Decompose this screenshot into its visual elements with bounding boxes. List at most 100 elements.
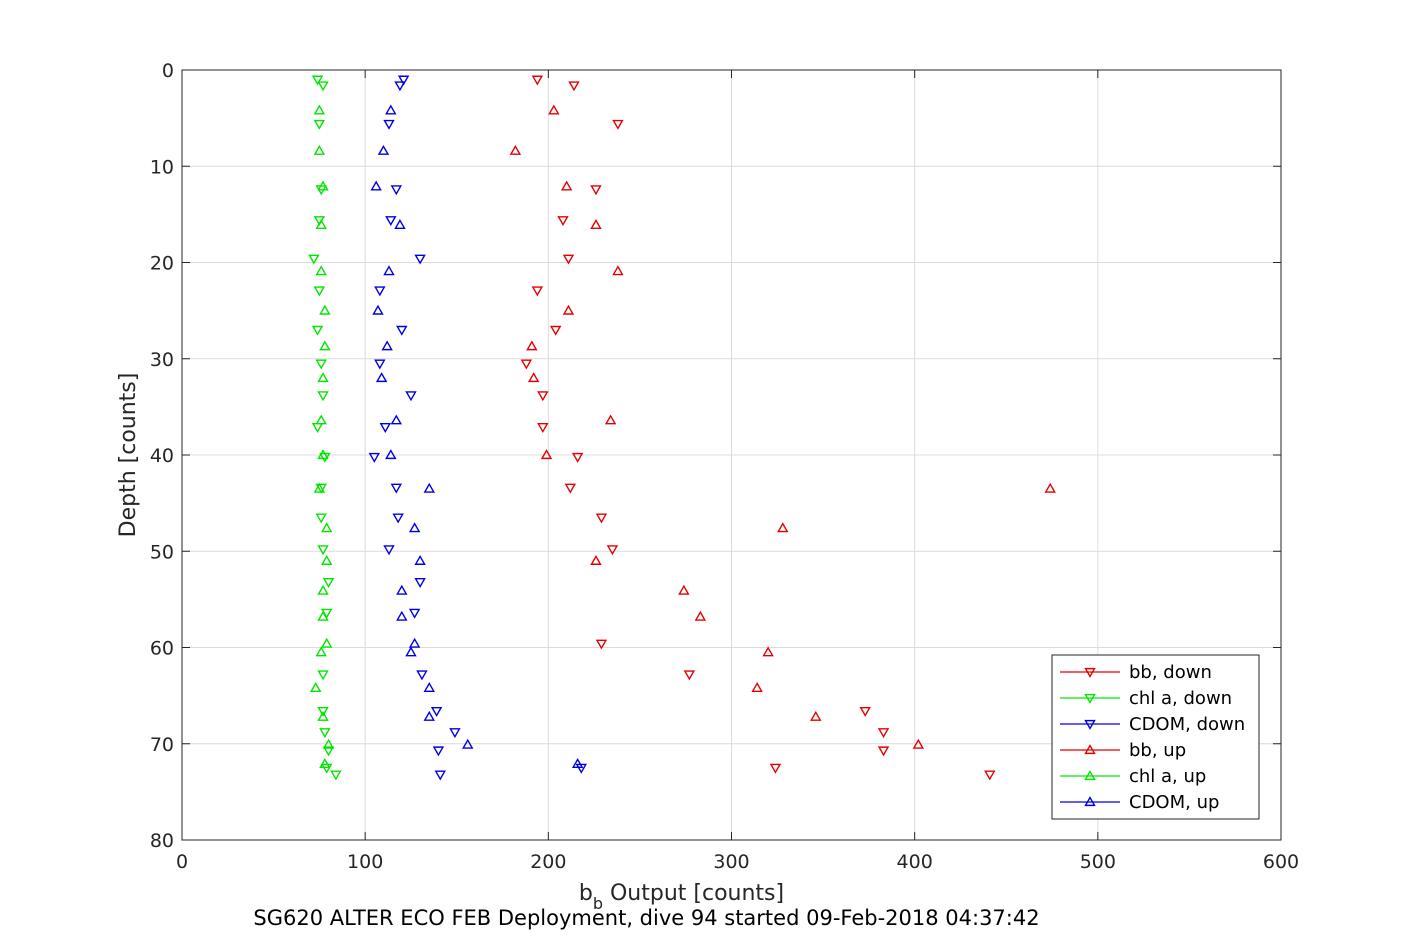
- legend-marker: [1084, 693, 1096, 704]
- down-point-marker: [606, 545, 619, 556]
- up-point-marker: [509, 144, 522, 155]
- down-point-marker: [315, 483, 327, 494]
- down-point-marker: [416, 670, 428, 681]
- legend-entry-label: chl a, down: [1129, 688, 1232, 709]
- y-tick-label: 50: [150, 541, 174, 563]
- down-point-marker: [317, 81, 329, 92]
- legend-entry-label: bb, down: [1129, 662, 1212, 683]
- down-point-marker: [308, 254, 320, 265]
- series-2: [368, 75, 588, 781]
- down-point-marker: [383, 545, 395, 556]
- up-point-marker: [313, 482, 326, 493]
- legend-entry-label: bb, up: [1129, 740, 1186, 761]
- down-point-marker: [769, 763, 782, 774]
- up-point-marker: [462, 738, 474, 749]
- up-point-marker: [385, 449, 397, 460]
- x-tick-label: 600: [1263, 851, 1299, 873]
- up-point-marker: [315, 265, 327, 276]
- up-point-marker: [310, 682, 322, 692]
- up-point-marker: [405, 646, 417, 657]
- down-point-marker: [877, 746, 890, 757]
- down-point-marker: [549, 325, 562, 336]
- down-point-marker: [394, 81, 406, 92]
- down-point-marker: [432, 746, 445, 757]
- up-point-marker: [319, 304, 331, 315]
- down-point-marker: [414, 254, 426, 265]
- up-point-marker: [694, 610, 707, 621]
- up-point-marker: [394, 219, 406, 230]
- down-point-marker: [571, 452, 584, 463]
- down-point-marker: [405, 391, 417, 402]
- down-point-marker: [374, 359, 386, 370]
- up-point-marker: [372, 304, 384, 315]
- up-point-marker: [526, 340, 538, 351]
- down-point-marker: [322, 746, 335, 757]
- down-point-marker: [590, 185, 602, 196]
- down-point-marker: [557, 216, 569, 227]
- legend-marker: [1084, 770, 1096, 781]
- up-point-marker: [317, 610, 329, 621]
- x-tick-label: 300: [713, 851, 749, 873]
- down-point-marker: [531, 75, 544, 86]
- series-3: [509, 104, 1056, 749]
- down-point-marker: [397, 75, 410, 86]
- up-point-marker: [527, 372, 540, 383]
- down-point-marker: [317, 391, 329, 402]
- legend-marker: [1084, 667, 1096, 678]
- down-point-marker: [537, 423, 549, 433]
- up-point-marker: [540, 449, 553, 460]
- down-point-marker: [320, 763, 333, 774]
- up-point-marker: [810, 710, 822, 721]
- legend-entry-label: chl a, up: [1129, 766, 1206, 787]
- up-point-marker: [408, 522, 421, 533]
- x-tick-label: 500: [1080, 851, 1116, 873]
- up-point-marker: [396, 610, 408, 621]
- down-point-marker: [315, 513, 327, 524]
- up-point-marker: [317, 710, 329, 721]
- down-point-marker: [984, 770, 996, 781]
- down-point-marker: [531, 286, 544, 297]
- series-0: [520, 75, 996, 781]
- series-5: [370, 104, 584, 769]
- down-point-marker: [313, 119, 326, 130]
- up-point-marker: [315, 219, 327, 230]
- down-point-marker: [877, 728, 890, 739]
- legend: bb, down chl a, down CDOM, down bb, up chl a…: [1051, 654, 1260, 820]
- down-point-marker: [449, 728, 461, 739]
- up-point-marker: [317, 584, 329, 595]
- up-point-marker: [590, 554, 602, 565]
- x-tick-label: 200: [530, 851, 566, 873]
- up-point-marker: [762, 646, 774, 657]
- down-point-marker: [379, 423, 392, 433]
- legend-marker: [1084, 796, 1096, 807]
- down-point-marker: [564, 483, 577, 494]
- down-point-marker: [317, 670, 329, 681]
- up-point-marker: [319, 758, 331, 769]
- up-point-marker: [548, 104, 560, 115]
- down-point-marker: [520, 359, 533, 370]
- up-point-marker: [414, 554, 426, 565]
- up-point-marker: [375, 372, 388, 383]
- down-point-marker: [315, 359, 327, 370]
- y-tick-label: 70: [150, 734, 174, 756]
- up-point-marker: [678, 584, 690, 595]
- y-axis-label: Depth [counts]: [116, 373, 141, 538]
- up-point-marker: [370, 180, 382, 191]
- down-point-marker: [390, 483, 403, 494]
- y-tick-label: 20: [150, 253, 174, 275]
- series-4: [310, 104, 335, 769]
- y-tick-label: 0: [162, 60, 174, 82]
- up-point-marker: [423, 482, 435, 493]
- down-point-marker: [595, 639, 608, 650]
- down-point-marker: [311, 325, 324, 336]
- down-point-marker: [317, 706, 329, 717]
- down-point-marker: [562, 254, 575, 265]
- up-point-marker: [408, 637, 421, 648]
- down-point-marker: [537, 391, 549, 402]
- up-point-marker: [1044, 482, 1056, 493]
- x-axis-ticks: 0 100 200 300 400 500 600: [176, 70, 1299, 873]
- legend-marker: [1084, 719, 1096, 730]
- up-point-marker: [317, 372, 329, 383]
- down-point-marker: [368, 452, 381, 463]
